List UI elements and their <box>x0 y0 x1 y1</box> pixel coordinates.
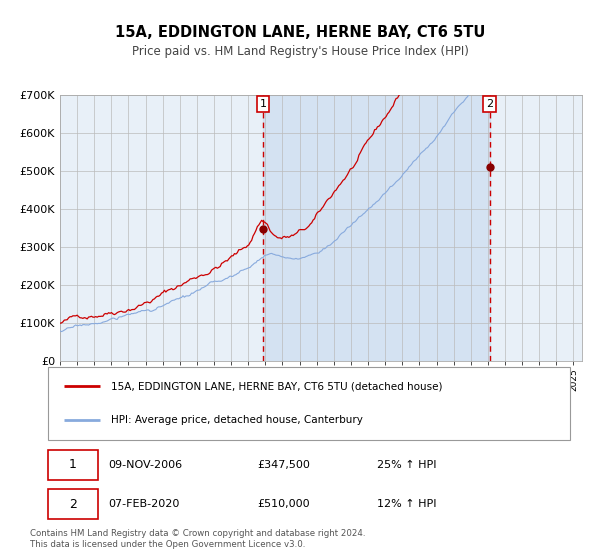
Bar <box>263 95 490 361</box>
Text: £510,000: £510,000 <box>257 499 310 509</box>
Text: 09-NOV-2006: 09-NOV-2006 <box>108 460 182 470</box>
FancyBboxPatch shape <box>48 367 570 440</box>
Text: Contains HM Land Registry data © Crown copyright and database right 2024.
This d: Contains HM Land Registry data © Crown c… <box>30 530 365 549</box>
Text: Price paid vs. HM Land Registry's House Price Index (HPI): Price paid vs. HM Land Registry's House … <box>131 45 469 58</box>
Text: 15A, EDDINGTON LANE, HERNE BAY, CT6 5TU (detached house): 15A, EDDINGTON LANE, HERNE BAY, CT6 5TU … <box>110 381 442 391</box>
Text: 15A, EDDINGTON LANE, HERNE BAY, CT6 5TU: 15A, EDDINGTON LANE, HERNE BAY, CT6 5TU <box>115 25 485 40</box>
Text: 1: 1 <box>69 458 77 472</box>
Text: 07-FEB-2020: 07-FEB-2020 <box>108 499 179 509</box>
Text: 2: 2 <box>69 497 77 511</box>
Text: 25% ↑ HPI: 25% ↑ HPI <box>377 460 436 470</box>
Text: 2: 2 <box>486 99 493 109</box>
Text: 1: 1 <box>259 99 266 109</box>
FancyBboxPatch shape <box>48 450 98 480</box>
Text: £347,500: £347,500 <box>257 460 310 470</box>
Text: 12% ↑ HPI: 12% ↑ HPI <box>377 499 436 509</box>
Text: HPI: Average price, detached house, Canterbury: HPI: Average price, detached house, Cant… <box>110 415 362 425</box>
FancyBboxPatch shape <box>48 489 98 519</box>
